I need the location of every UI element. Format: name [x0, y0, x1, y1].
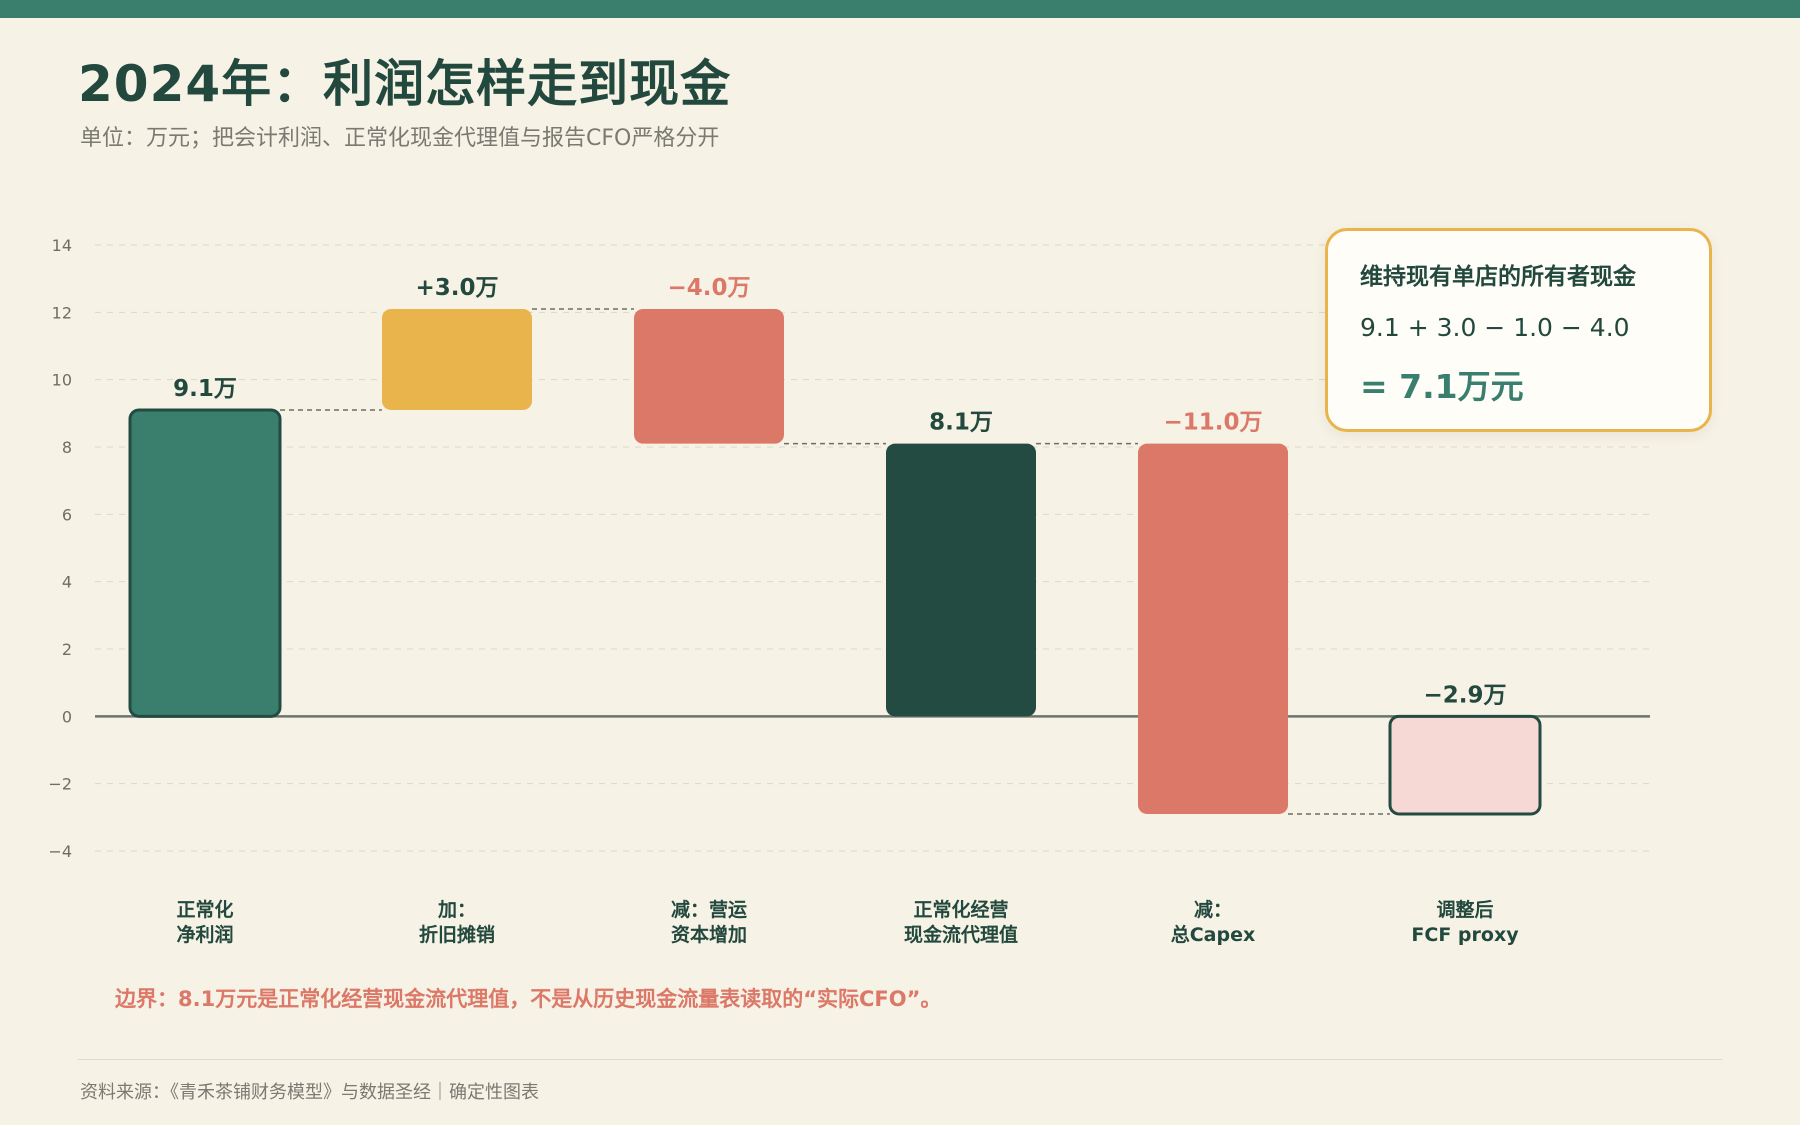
x-category-label: 加：折旧摊销	[419, 899, 495, 946]
y-tick-label: −2	[48, 775, 72, 794]
data-label: 9.1万	[173, 376, 237, 402]
x-category-label-line: 减：营运	[671, 898, 747, 921]
top-accent-bar	[0, 0, 1800, 18]
data-label: −2.9万	[1423, 682, 1506, 708]
x-category-label-line: 正常化经营	[913, 898, 1008, 921]
bar-6	[1388, 714, 1542, 816]
data-label: −11.0万	[1163, 410, 1262, 436]
y-tick-label: 12	[52, 303, 72, 322]
page-subtitle: 单位：万元；把会计利润、正常化现金代理值与报告CFO严格分开	[80, 126, 720, 151]
x-category-label-line: 现金流代理值	[904, 923, 1018, 946]
x-category-label-line: FCF proxy	[1411, 924, 1519, 946]
y-tick-label: 2	[62, 640, 72, 659]
x-category-label-line: 净利润	[176, 923, 233, 946]
bar-2	[382, 308, 532, 410]
callout-result: = 7.1万元	[1360, 367, 1524, 406]
x-category-label-line: 正常化	[176, 898, 233, 921]
x-category-label-line: 资本增加	[671, 923, 747, 946]
bar-3	[634, 308, 784, 444]
y-tick-label: −4	[48, 842, 72, 861]
y-tick-label: 6	[62, 505, 72, 524]
y-tick-label: 0	[62, 707, 72, 726]
y-tick-label: 4	[62, 573, 72, 592]
y-tick-label: 10	[52, 371, 72, 390]
bar-1	[128, 408, 282, 718]
bar-5	[1138, 443, 1288, 814]
x-category-label-line: 加：	[437, 899, 476, 921]
x-category-label: 正常化经营现金流代理值	[904, 898, 1018, 946]
x-category-label: 减：总Capex	[1171, 898, 1256, 946]
boundary-note: 边界：8.1万元是正常化经营现金流代理值，不是从历史现金流量表读取的“实际CFO…	[115, 987, 942, 1011]
x-category-label-line: 减：	[1194, 898, 1232, 921]
x-category-label-line: 总Capex	[1171, 923, 1256, 946]
x-category-label: 正常化净利润	[176, 898, 233, 946]
callout-formula: 9.1 + 3.0 − 1.0 − 4.0	[1360, 313, 1630, 342]
x-category-label-line: 调整后	[1436, 898, 1493, 921]
footer-divider	[78, 1059, 1722, 1060]
x-category-label-line: 折旧摊销	[419, 923, 495, 946]
y-tick-label: 8	[62, 438, 72, 457]
data-label: +3.0万	[415, 275, 498, 301]
data-label: −4.0万	[667, 275, 750, 301]
callout-box: 维持现有单店的所有者现金 9.1 + 3.0 − 1.0 − 4.0 = 7.1…	[1325, 228, 1712, 432]
callout-title: 维持现有单店的所有者现金	[1360, 264, 1636, 290]
bar-4	[886, 443, 1036, 717]
y-tick-label: 14	[52, 236, 72, 255]
x-category-label: 减：营运资本增加	[671, 898, 747, 946]
data-label: 8.1万	[929, 410, 993, 436]
x-category-label: 调整后 FCF proxy	[1411, 898, 1519, 946]
source-note: 资料来源：《青禾茶铺财务模型》与数据圣经｜确定性图表	[80, 1082, 539, 1103]
page-title: 2024年：利润怎样走到现金	[78, 55, 732, 113]
